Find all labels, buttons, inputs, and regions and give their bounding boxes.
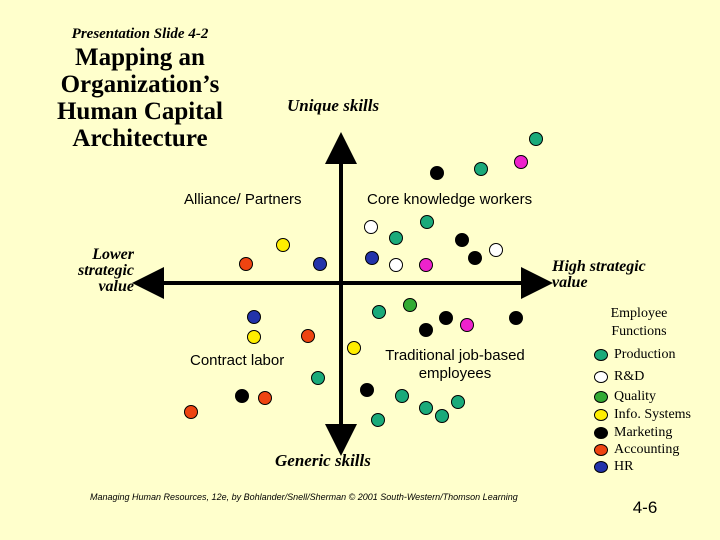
axis-label-generic-skills: Generic skills [275, 451, 371, 470]
quadrant-traditional-employees: Traditional job-based employees [360, 347, 550, 383]
employee-dot [430, 166, 444, 180]
employee-dot [389, 258, 403, 272]
high-line-1: High strategic [552, 258, 646, 275]
employee-dot [372, 305, 386, 319]
legend-swatch-production [594, 349, 608, 361]
legend-title-line-1: Employee [610, 306, 668, 321]
quadrant-core-knowledge-workers: Core knowledge workers [367, 191, 533, 208]
employee-dot [451, 395, 465, 409]
legend-swatch-rnd [594, 371, 608, 383]
footer-citation: Managing Human Resources, 12e, by Bohlan… [90, 492, 518, 502]
employee-dot [235, 389, 249, 403]
employee-dot [435, 409, 449, 423]
employee-dot [460, 318, 474, 332]
slide-title: Mapping an Organization’s Human Capital … [30, 44, 250, 152]
axis-label-high-strategic-value: High strategic value [552, 259, 646, 291]
legend-swatch-accounting [594, 444, 608, 456]
employee-dot [474, 162, 488, 176]
quadrant-contract-labor: Contract labor [190, 352, 285, 369]
title-line-1: Mapping an [75, 44, 205, 71]
employee-dot [419, 401, 433, 415]
high-line-2: value [552, 274, 588, 291]
employee-dot [419, 323, 433, 337]
traditional-line-1: Traditional job-based [385, 347, 525, 364]
axis-label-lower-strategic-value: Lower strategic value [58, 247, 134, 295]
employee-dot [395, 389, 409, 403]
employee-dot [247, 310, 261, 324]
employee-dot [311, 371, 325, 385]
employee-dots [184, 132, 543, 427]
employee-dot [371, 413, 385, 427]
employee-dot [301, 329, 315, 343]
lower-line-2: strategic [78, 262, 134, 279]
legend-label-quality: Quality [614, 389, 656, 404]
legend-swatch-info-systems [594, 409, 608, 421]
legend-label-hr: HR [614, 459, 634, 474]
title-line-4: Architecture [72, 125, 208, 152]
title-line-2: Organization’s [60, 71, 220, 98]
legend-swatch-marketing [594, 427, 608, 439]
lower-line-1: Lower [92, 246, 134, 263]
employee-dot [468, 251, 482, 265]
employee-dot [529, 132, 543, 146]
legend-label-accounting: Accounting [614, 442, 680, 457]
employee-dot [419, 258, 433, 272]
employee-dot [389, 231, 403, 245]
employee-dot [514, 155, 528, 169]
employee-dot [365, 251, 379, 265]
traditional-line-2: employees [418, 365, 492, 382]
employee-dot [347, 341, 361, 355]
legend-label-rnd: R&D [614, 369, 645, 384]
legend-title: Employee Functions [596, 305, 682, 341]
employee-dot [258, 391, 272, 405]
legend-label-production: Production [614, 347, 676, 362]
employee-dot [509, 311, 523, 325]
employee-dot [420, 215, 434, 229]
employee-dot [439, 311, 453, 325]
employee-dot [184, 405, 198, 419]
legend-title-line-2: Functions [611, 324, 667, 339]
employee-dot [239, 257, 253, 271]
legend-label-info-systems: Info. Systems [614, 407, 691, 422]
employee-dot [364, 220, 378, 234]
employee-dot [247, 330, 261, 344]
page-number: 4-6 [632, 498, 658, 517]
lower-line-3: value [98, 278, 134, 295]
title-line-3: Human Capital [56, 98, 223, 125]
employee-dot [360, 383, 374, 397]
axis-label-unique-skills: Unique skills [287, 96, 380, 115]
employee-dot [313, 257, 327, 271]
legend-label-marketing: Marketing [614, 425, 673, 440]
quadrant-alliance-partners: Alliance/ Partners [184, 191, 302, 208]
employee-dot [489, 243, 503, 257]
employee-dot [276, 238, 290, 252]
legend-swatch-quality [594, 391, 608, 403]
slide-label: Presentation Slide 4-2 [71, 26, 209, 42]
employee-dot [455, 233, 469, 247]
legend-swatch-hr [594, 461, 608, 473]
employee-dot [403, 298, 417, 312]
